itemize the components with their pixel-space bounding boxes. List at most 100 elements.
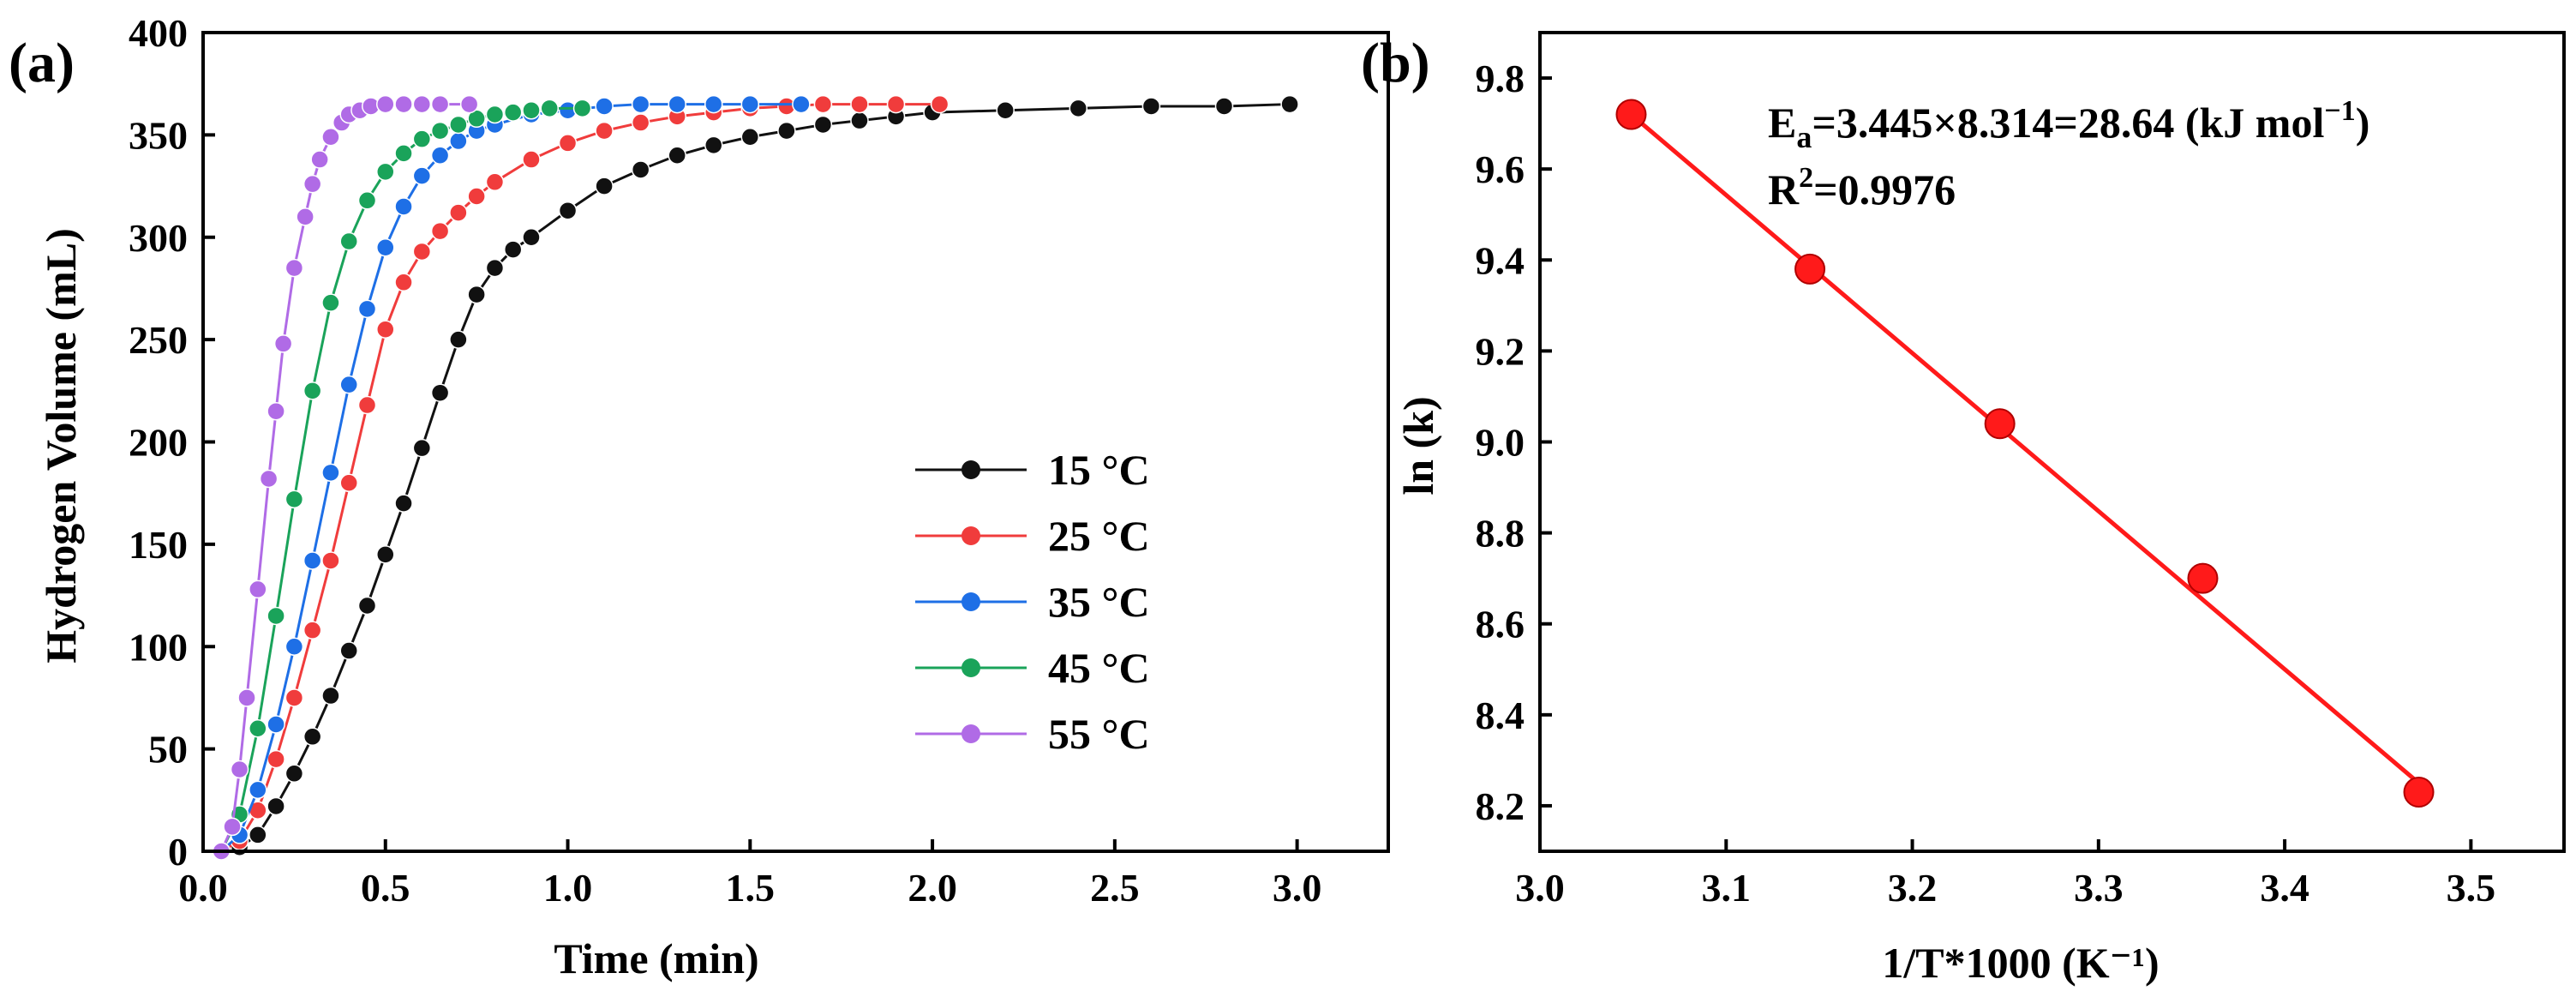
panel-a-xtick-label: 1.5 (726, 866, 776, 910)
r2-prefix: R (1768, 165, 1800, 213)
panel-a-xlabel: Time (min) (554, 934, 758, 982)
legend-marker (962, 658, 980, 677)
r2-text: =0.9976 (1813, 165, 1956, 213)
panel-a: (a) 0.0 0.5 1.0 1.5 2.0 2.5 3.0 0 50 100 150 200 250… (9, 11, 1390, 982)
data-point (467, 187, 486, 206)
panel-b-data (1615, 99, 2435, 808)
data-point (303, 621, 322, 640)
data-point (813, 94, 833, 114)
data-point (285, 637, 304, 656)
data-point (285, 688, 304, 707)
data-point (740, 128, 760, 147)
data-point (522, 228, 541, 247)
data-point (1141, 97, 1161, 116)
data-point (572, 99, 592, 118)
data-point (303, 551, 322, 570)
data-point (394, 197, 413, 216)
data-point (850, 94, 869, 114)
series-line-1 (220, 103, 940, 853)
ea-prefix: E (1768, 99, 1796, 147)
data-point (376, 94, 395, 114)
panel-b-xlabel: 1/T*1000 (K⁻¹) (1882, 939, 2159, 987)
data-point (449, 330, 468, 349)
panel-b-ticks: 3.0 3.1 3.2 3.3 3.4 3.5 8.2 8.4 8.6 8.8 9.0 9.2 9.4 9… (1476, 57, 2496, 910)
data-point (813, 115, 833, 135)
legend-label: 45 °C (1048, 644, 1150, 692)
panel-b-frame (1538, 31, 2566, 853)
data-point (558, 201, 578, 220)
panel-a-xtick-label: 0.0 (178, 866, 228, 910)
panel-b-ytick-label: 8.4 (1476, 694, 1525, 737)
data-point (631, 94, 650, 114)
data-point (467, 109, 486, 129)
data-point (267, 749, 285, 769)
data-point (1984, 408, 2016, 440)
data-point (237, 688, 256, 707)
panel-a-label: (a) (9, 32, 75, 94)
data-point (321, 293, 340, 312)
data-point (668, 94, 686, 114)
data-point (740, 94, 760, 114)
data-point (430, 146, 450, 165)
data-point (412, 129, 432, 148)
data-point (485, 172, 505, 192)
activation-energy-label: Ea=3.445×8.314=28.64 (kJ mol−1) (1768, 95, 2369, 154)
data-point (267, 606, 285, 626)
panel-a-data (212, 94, 1299, 861)
panel-b-xtick-label: 3.3 (2074, 866, 2124, 910)
data-point (267, 401, 285, 421)
data-point (376, 162, 395, 182)
data-point (267, 796, 285, 816)
data-point (595, 177, 614, 195)
ea-text: =3.445×8.314=28.64 (kJ mol (1812, 99, 2324, 147)
data-point (1214, 97, 1234, 116)
panel-a-ytick-label: 50 (148, 728, 188, 772)
data-point (259, 469, 279, 489)
panel-b-ytick-label: 9.6 (1476, 147, 1525, 191)
data-point (777, 121, 796, 141)
data-point (430, 383, 450, 402)
data-point (321, 551, 340, 570)
data-point (357, 191, 377, 210)
data-point (339, 641, 358, 660)
panel-a-ytick-label: 350 (129, 113, 188, 157)
panel-a-ytick-label: 400 (129, 11, 188, 55)
legend-marker (962, 526, 980, 545)
data-point (1794, 253, 1826, 285)
data-point (412, 242, 432, 261)
data-point (1280, 94, 1299, 114)
data-point (412, 438, 432, 458)
panel-b-ytick-label: 8.6 (1476, 603, 1525, 646)
panel-a-ytick-label: 300 (129, 216, 188, 260)
data-point (449, 115, 468, 135)
data-point (2403, 777, 2435, 808)
data-point (668, 146, 686, 165)
data-point (430, 221, 450, 241)
data-point (930, 94, 950, 114)
data-point (321, 128, 340, 147)
data-point (412, 94, 432, 114)
data-point (303, 174, 322, 194)
legend-label: 55 °C (1048, 710, 1150, 758)
panel-a-ticks: 0.0 0.5 1.0 1.5 2.0 2.5 3.0 0 50 100 150 200 250 300 3… (129, 11, 1321, 910)
panel-a-xtick-label: 0.5 (361, 866, 410, 910)
fit-line (1629, 112, 2421, 785)
data-point (394, 494, 413, 513)
panel-b-xtick-label: 3.5 (2447, 866, 2496, 910)
panel-a-ytick-label: 100 (129, 625, 188, 669)
data-point (303, 381, 322, 400)
data-point (631, 160, 650, 179)
panel-b-xtick-label: 3.0 (1515, 866, 1565, 910)
data-point (1069, 99, 1088, 118)
panel-b-ytick-label: 8.8 (1476, 512, 1525, 556)
legend-label: 35 °C (1048, 578, 1150, 626)
data-point (485, 105, 505, 124)
panel-b-label: (b) (1361, 32, 1430, 94)
data-point (249, 580, 267, 599)
panel-b: (b) 3.0 3.1 3.2 3.3 3.4 3.5 8.2 8.4 8.6 8.8 9.0 9.2… (1361, 31, 2566, 987)
data-point (886, 94, 906, 114)
data-point (285, 258, 304, 278)
data-point (230, 760, 249, 779)
legend-label: 25 °C (1048, 512, 1150, 560)
